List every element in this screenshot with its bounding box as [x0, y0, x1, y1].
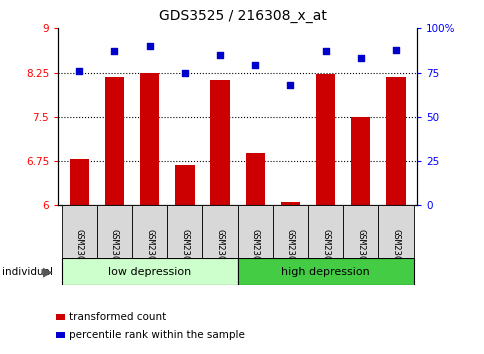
Point — [356, 56, 364, 61]
Point — [181, 70, 188, 75]
Bar — [210, 80, 229, 205]
Text: GSM230885: GSM230885 — [75, 229, 84, 278]
Bar — [140, 73, 159, 205]
Bar — [343, 205, 378, 258]
Text: ▶: ▶ — [43, 266, 52, 278]
Bar — [167, 205, 202, 258]
Bar — [315, 74, 334, 205]
Text: GSM230887: GSM230887 — [145, 229, 154, 278]
Bar — [70, 159, 89, 205]
Point — [146, 43, 153, 49]
Text: GSM230893: GSM230893 — [356, 229, 364, 278]
Point — [216, 52, 224, 58]
Point — [286, 82, 294, 88]
Text: GSM230890: GSM230890 — [250, 229, 259, 278]
Bar — [202, 205, 237, 258]
Text: transformed count: transformed count — [69, 312, 166, 322]
Bar — [61, 205, 97, 258]
Text: GSM230886: GSM230886 — [110, 229, 119, 278]
Bar — [386, 77, 405, 205]
Bar — [280, 202, 300, 205]
Bar — [307, 205, 343, 258]
Point — [76, 68, 83, 74]
Text: GSM230894: GSM230894 — [391, 229, 400, 278]
Text: GSM230892: GSM230892 — [320, 229, 330, 278]
Bar — [245, 153, 264, 205]
Text: GSM230889: GSM230889 — [215, 229, 224, 278]
Bar — [105, 77, 124, 205]
Bar — [378, 205, 413, 258]
Bar — [175, 165, 194, 205]
Text: individual: individual — [2, 267, 53, 277]
Point — [391, 47, 399, 52]
Text: GDS3525 / 216308_x_at: GDS3525 / 216308_x_at — [158, 9, 326, 23]
Point — [321, 48, 329, 54]
Text: GSM230888: GSM230888 — [180, 229, 189, 278]
Text: high depression: high depression — [281, 267, 369, 277]
Bar — [97, 205, 132, 258]
Bar — [237, 205, 272, 258]
Point — [251, 63, 258, 68]
Bar — [61, 258, 237, 285]
Bar — [272, 205, 307, 258]
Text: percentile rank within the sample: percentile rank within the sample — [69, 330, 244, 340]
Point — [110, 48, 118, 54]
Text: GSM230891: GSM230891 — [286, 229, 294, 278]
Text: low depression: low depression — [108, 267, 191, 277]
Bar — [237, 258, 413, 285]
Bar — [132, 205, 167, 258]
Bar — [350, 117, 370, 205]
